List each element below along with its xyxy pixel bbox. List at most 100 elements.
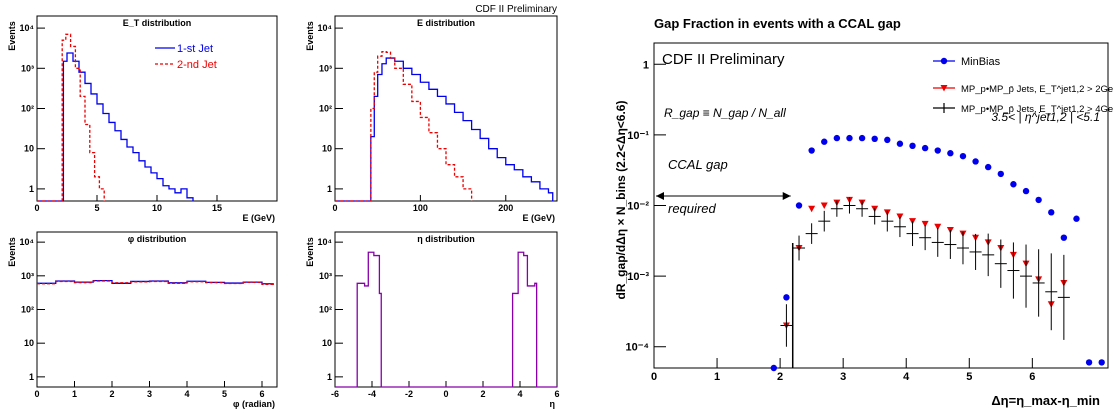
y-tick-label: 10³ xyxy=(21,271,34,281)
x-tick-label: 1 xyxy=(714,371,720,383)
marker-point xyxy=(884,136,891,144)
y-tick-label: 10 xyxy=(322,144,332,154)
series-line xyxy=(37,280,274,285)
panel-eta: 1 10 10² 10³ 10⁴ -6 -4 -2 0 2 4 6η Events η distribut… xyxy=(305,231,560,409)
panel-et: 1 10 10² 10³ 10⁴ 0 5 10 15 E (GeV) Events E_T distr… xyxy=(7,15,278,223)
gap-arrow-head-left xyxy=(656,192,664,200)
y-tick-label: 10⁴ xyxy=(318,23,332,33)
y-axis-label: dR_gap/dΔη × N_bins (2.2<Δη<6.6) xyxy=(614,101,628,300)
y-tick-label: 10⁻⁴ xyxy=(626,342,649,354)
ccal-required-annotation: required xyxy=(668,201,716,216)
gap-arrow-head-right xyxy=(782,192,791,200)
x-tick-label: 0 xyxy=(34,389,39,399)
marker-point xyxy=(1010,181,1017,188)
y-tick-label: 1 xyxy=(643,59,649,71)
marker-point xyxy=(820,202,828,209)
y-tick-label: 1 xyxy=(327,184,332,194)
x-tick-label: 4 xyxy=(517,389,522,399)
y-tick-label: 10³ xyxy=(319,63,332,73)
x-tick-label: 100 xyxy=(413,203,428,213)
x-axis-label: φ (radian) xyxy=(233,399,275,409)
x-tick-label: 3 xyxy=(147,389,152,399)
marker-point xyxy=(833,134,841,142)
series-line xyxy=(37,52,194,202)
legend-label: MinBias xyxy=(961,56,1001,68)
marker-point xyxy=(934,223,942,231)
x-tick-label: 0 xyxy=(443,389,448,399)
marker-point xyxy=(921,220,929,228)
marker-point xyxy=(783,294,790,301)
cdf-preliminary-small: CDF II Preliminary xyxy=(475,4,557,15)
rgap-annotation: R_gap ≡ N_gap / N_all xyxy=(664,106,786,120)
y-tick-label: 10⁻³ xyxy=(627,271,649,283)
x-tick-label: 5 xyxy=(94,203,99,213)
y-tick-label: 10² xyxy=(21,305,34,315)
y-tick-label: 1 xyxy=(29,372,34,382)
marker-point xyxy=(1073,215,1080,222)
x-axis-label: E (GeV) xyxy=(242,213,275,223)
y-tick-label: 10² xyxy=(21,104,34,114)
legend-label: MP_p•MP_p̄ Jets, E_T^jet1,2 > 2GeV xyxy=(961,84,1113,95)
x-tick-label: 3 xyxy=(840,371,846,383)
x-tick-label: 0 xyxy=(332,203,337,213)
marker-point xyxy=(1060,234,1068,241)
marker-point xyxy=(934,147,941,154)
y-tick-label: 10 xyxy=(24,338,34,348)
y-axis-label: Events xyxy=(7,21,17,51)
marker-point xyxy=(947,150,954,157)
chart-title: Gap Fraction in events with a CCAL gap xyxy=(654,16,901,31)
x-axis-label: E (GeV) xyxy=(522,213,555,223)
panel-gap: Gap Fraction in events with a CCAL gap10… xyxy=(614,16,1113,408)
x-tick-label: 10 xyxy=(152,203,162,213)
marker-point xyxy=(972,158,979,165)
series-line xyxy=(37,33,105,202)
x-tick-label: 6 xyxy=(554,389,559,399)
x-tick-label: 2 xyxy=(109,389,114,399)
marker-point xyxy=(808,205,816,213)
y-tick-label: 10⁻¹ xyxy=(627,130,649,142)
x-tick-label: 0 xyxy=(651,371,657,383)
marker-point xyxy=(984,163,992,171)
x-tick-label: 200 xyxy=(498,203,513,213)
marker-point xyxy=(1048,209,1055,216)
y-tick-label: 10² xyxy=(319,104,332,114)
x-tick-label: 6 xyxy=(1029,371,1035,383)
y-axis-label: Events xyxy=(305,237,315,267)
y-tick-label: 10⁻² xyxy=(627,201,649,213)
axes-frame xyxy=(334,15,558,202)
y-tick-label: 10⁴ xyxy=(20,237,34,247)
panel-title: E distribution xyxy=(417,18,475,28)
y-tick-label: 10⁴ xyxy=(20,23,34,33)
marker-point xyxy=(921,144,929,152)
y-tick-label: 10³ xyxy=(319,271,332,281)
cdf-preliminary-label: CDF II Preliminary xyxy=(662,51,785,68)
x-tick-label: 5 xyxy=(222,389,227,399)
series-1 xyxy=(782,196,1068,329)
marker-point xyxy=(1035,196,1042,204)
y-tick-label: 10⁴ xyxy=(318,237,332,247)
series-line xyxy=(335,251,557,388)
panel-e: 1 10 10² 10³ 10⁴ 0 100 200 E (GeV) Events E distri… xyxy=(305,15,558,223)
y-tick-label: 10² xyxy=(319,305,332,315)
x-tick-label: 6 xyxy=(259,389,264,399)
x-axis-label: η xyxy=(550,399,556,409)
y-tick-label: 10 xyxy=(24,144,34,154)
marker-point xyxy=(1022,187,1030,195)
x-tick-label: 2 xyxy=(777,371,783,383)
series-2 xyxy=(780,197,1070,347)
marker-point xyxy=(846,134,853,142)
y-tick-label: 1 xyxy=(327,372,332,382)
x-tick-label: -4 xyxy=(368,389,376,399)
y-axis-label: Events xyxy=(305,21,315,51)
panel-title: φ distribution xyxy=(128,234,186,244)
axes-frame xyxy=(36,231,278,388)
legend-label: MP_p•MP_p̄ Jets, E_T^jet1,2 > 4GeV xyxy=(961,104,1113,115)
x-tick-label: 4 xyxy=(184,389,189,399)
marker-point xyxy=(821,138,828,145)
marker-point xyxy=(858,134,866,142)
x-tick-label: 5 xyxy=(966,371,972,383)
marker-point xyxy=(1098,359,1105,366)
legend-label: 2-nd Jet xyxy=(177,59,217,71)
marker-point xyxy=(770,364,778,372)
